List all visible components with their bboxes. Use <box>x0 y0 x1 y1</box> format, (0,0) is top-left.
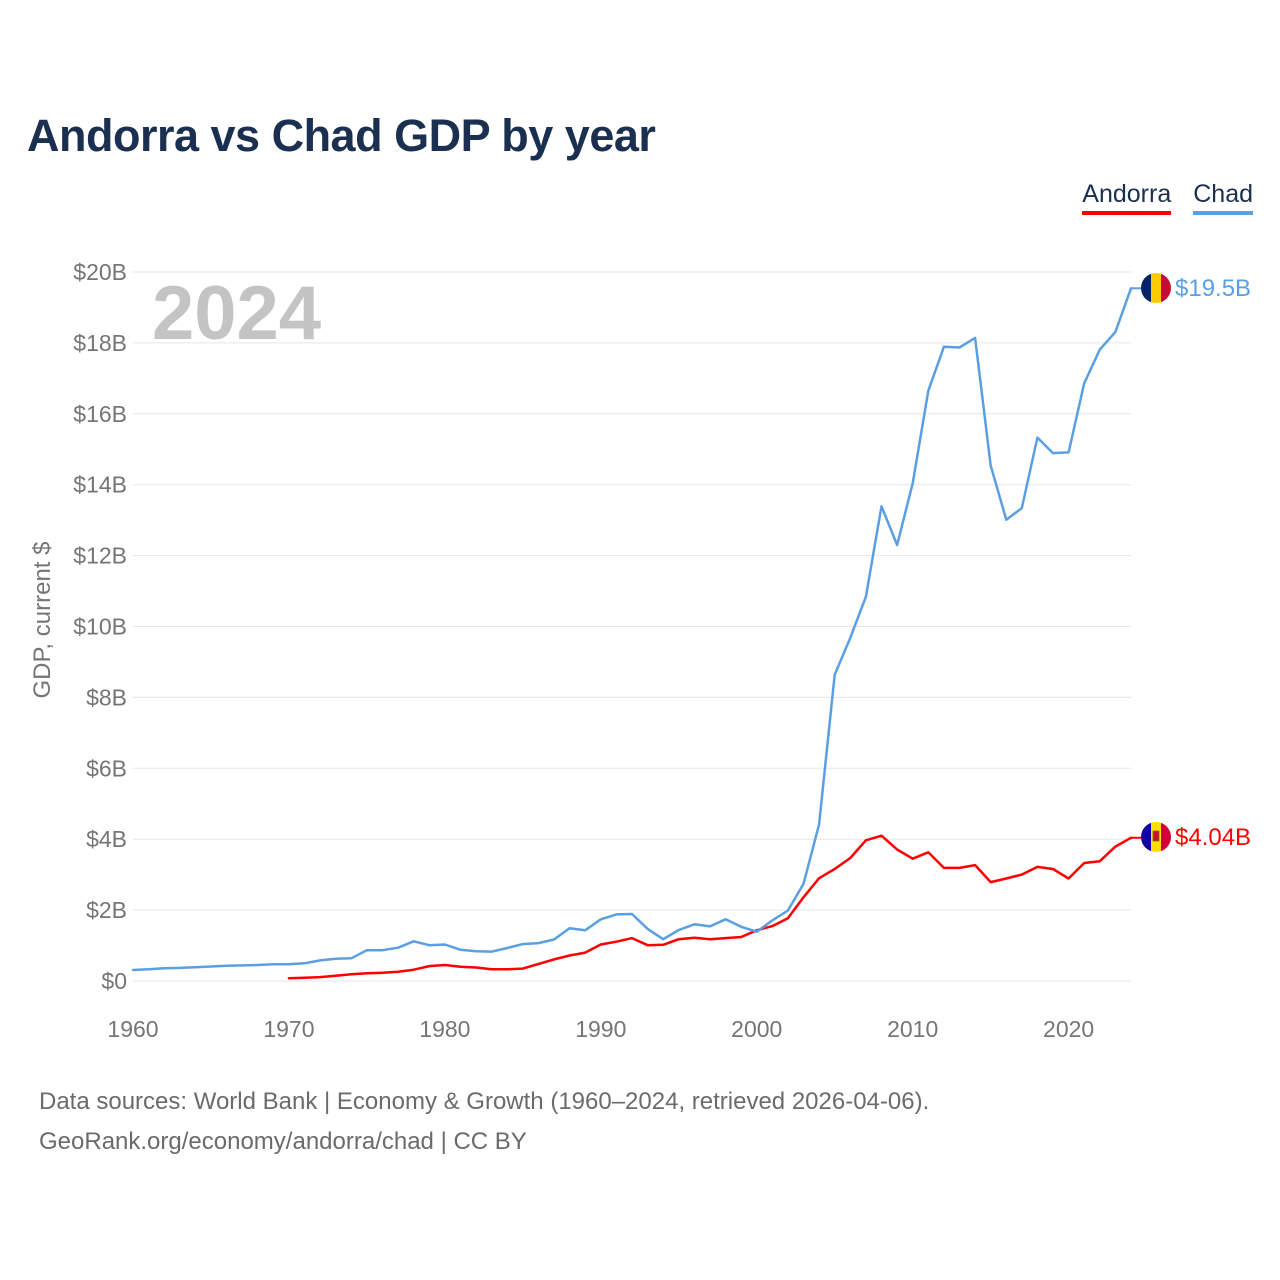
y-tick-label: $6B <box>86 755 127 781</box>
series-lines <box>131 287 1141 980</box>
credit-link[interactable]: GeoRank.org/economy/andorra/chad | CC BY <box>39 1128 527 1155</box>
gridlines <box>133 271 1131 982</box>
chad-end-label: $19.5B <box>1175 275 1251 302</box>
data-sources: Data sources: World Bank | Economy & Gro… <box>39 1088 930 1115</box>
y-tick-label: $18B <box>73 330 127 356</box>
y-tick-label: $8B <box>86 684 127 710</box>
y-tick-label: $2B <box>86 897 127 923</box>
andorra-flag-icon <box>1141 822 1171 852</box>
footer: Data sources: World Bank | Economy & Gro… <box>39 1082 929 1162</box>
x-tick-label: 1990 <box>575 1016 626 1042</box>
x-tick-label: 2020 <box>1043 1016 1094 1042</box>
y-tick-label: $0 <box>101 968 127 994</box>
x-tick-label: 1960 <box>107 1016 158 1042</box>
legend: Andorra Chad <box>1082 180 1253 215</box>
x-axis-ticks: 1960 1970 1980 1990 2000 2010 2020 <box>107 1016 1094 1042</box>
series-line-andorra <box>287 834 1133 980</box>
series-line-chad <box>131 287 1133 972</box>
legend-item-andorra[interactable]: Andorra <box>1082 180 1172 215</box>
y-tick-label: $12B <box>73 543 127 569</box>
year-watermark: 2024 <box>152 271 321 356</box>
andorra-end-label: $4.04B <box>1175 824 1251 851</box>
y-axis-ticks: $0 $2B $4B $6B $8B $10B $12B $14B $16B $18B $20B <box>73 259 127 994</box>
legend-item-chad[interactable]: Chad <box>1193 180 1253 215</box>
y-tick-label: $10B <box>73 614 127 640</box>
chart-svg: 2024 $0$2B$4B$6B$8B$10B$12B$14B$16B$18B$… <box>29 259 1251 1042</box>
chad-flag-icon <box>1141 273 1171 303</box>
chart-title: Andorra vs Chad GDP by year <box>27 110 656 161</box>
y-tick-label: $4B <box>86 826 127 852</box>
x-tick-label: 2000 <box>731 1016 782 1042</box>
x-tick-label: 2010 <box>887 1016 938 1042</box>
x-tick-label: 1980 <box>419 1016 470 1042</box>
y-tick-label: $14B <box>73 472 127 498</box>
y-tick-label: $20B <box>73 259 127 285</box>
x-tick-label: 1970 <box>263 1016 314 1042</box>
y-axis-label: GDP, current $ <box>29 542 56 699</box>
y-tick-label: $16B <box>73 401 127 427</box>
